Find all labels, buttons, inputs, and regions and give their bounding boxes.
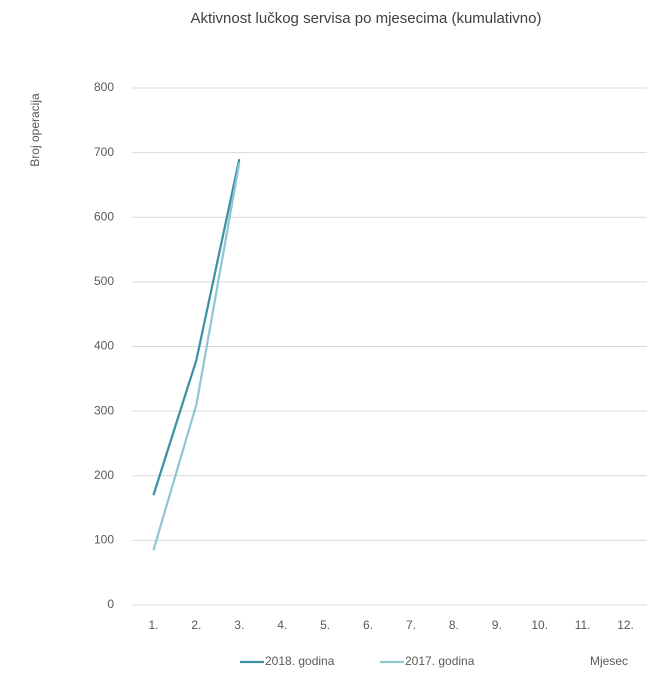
y-tick-label: 400 xyxy=(94,339,114,353)
y-tick-label: 700 xyxy=(94,145,114,159)
data-line xyxy=(152,162,241,551)
x-tick-label: 7. xyxy=(406,618,416,632)
x-axis-label: Mjesec xyxy=(590,654,628,668)
x-tick-label: 3. xyxy=(234,618,244,632)
y-tick-label: 100 xyxy=(94,533,114,547)
y-axis-label: Broj operacija xyxy=(28,93,42,167)
x-tick-label: 1. xyxy=(148,618,158,632)
data-line xyxy=(152,158,241,496)
chart-title: Aktivnost lučkog servisa po mjesecima (k… xyxy=(191,10,542,27)
x-tick-label: 6. xyxy=(363,618,373,632)
x-tick-label: 9. xyxy=(492,618,502,632)
legend-label: 2018. godina xyxy=(265,654,335,668)
legend-label: 2017. godina xyxy=(405,654,475,668)
x-tick-label: 12. xyxy=(617,618,634,632)
y-tick-label: 0 xyxy=(107,597,114,611)
y-tick-label: 200 xyxy=(94,468,114,482)
y-tick-label: 600 xyxy=(94,209,114,223)
x-tick-label: 10. xyxy=(531,618,548,632)
x-tick-label: 5. xyxy=(320,618,330,632)
y-tick-label: 300 xyxy=(94,403,114,417)
x-tick-label: 4. xyxy=(277,618,287,632)
x-tick-label: 11. xyxy=(575,618,591,632)
x-tick-label: 2. xyxy=(191,618,201,632)
y-tick-label: 800 xyxy=(94,80,114,94)
x-tick-label: 8. xyxy=(449,618,459,632)
y-tick-label: 500 xyxy=(94,274,114,288)
